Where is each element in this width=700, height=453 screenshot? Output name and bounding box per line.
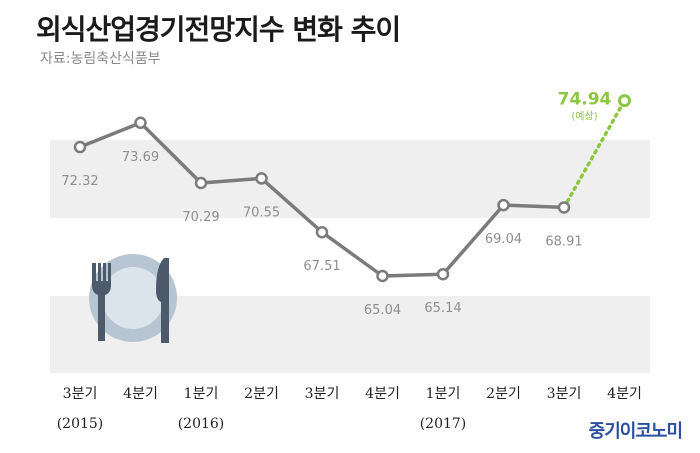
x-tick-label: 2분기 [244, 386, 279, 402]
chart-title: 외식산업경기전망지수 변화 추이 [36, 13, 401, 46]
data-point [194, 176, 208, 190]
value-label: 68.91 [545, 234, 582, 249]
plate-fork-knife-icon [89, 254, 177, 343]
value-label: 65.14 [424, 301, 461, 316]
x-year-label: (2017) [420, 416, 467, 432]
data-points [73, 94, 631, 283]
x-tick-label: 4분기 [365, 386, 400, 402]
background-bands [50, 140, 650, 373]
x-tick-label: 1분기 [184, 386, 219, 402]
data-point [497, 198, 510, 212]
forecast-point [618, 94, 631, 108]
band-upper [50, 140, 650, 218]
chart-source: 자료:농림축산식품부 [40, 51, 161, 67]
forecast-dotted-line [562, 98, 627, 210]
value-label: 65.04 [364, 303, 401, 318]
data-point [255, 172, 268, 185]
value-label: 70.29 [182, 210, 219, 225]
value-label: 70.55 [243, 205, 280, 220]
data-point [134, 116, 147, 130]
x-tick-label: 4분기 [123, 386, 158, 402]
value-label: 73.69 [122, 150, 159, 165]
forecast-note-label: (예상) [571, 111, 597, 123]
data-point [557, 201, 571, 214]
value-label: 67.51 [303, 259, 340, 274]
x-tick-label: 3분기 [305, 386, 340, 402]
x-tick-label: 2분기 [486, 386, 521, 402]
value-labels: 72.32 73.69 70.29 70.55 67.51 65.04 65.14 69.04… [61, 90, 611, 318]
x-tick-label: 3분기 [63, 386, 98, 402]
x-tick-label: 4분기 [607, 386, 642, 402]
x-axis-ticks: 3분기 (2015) 4분기 1분기 (2016) 2분기 3분기 4분기 1분기 (2017) 2… [57, 386, 642, 432]
data-point [315, 225, 329, 239]
data-point [73, 140, 87, 154]
forecast-line [562, 98, 627, 210]
data-point [376, 269, 389, 283]
data-point [436, 267, 450, 281]
x-tick-label: 3분기 [547, 386, 582, 402]
forecast-value-label: 74.94 [558, 90, 612, 110]
x-year-label: (2015) [57, 416, 104, 432]
value-label: 69.04 [485, 232, 522, 247]
x-year-label: (2016) [178, 416, 225, 432]
value-label: 72.32 [61, 174, 98, 189]
x-tick-label: 1분기 [426, 386, 461, 402]
brand-logo: 중기이코노미 [588, 421, 683, 442]
